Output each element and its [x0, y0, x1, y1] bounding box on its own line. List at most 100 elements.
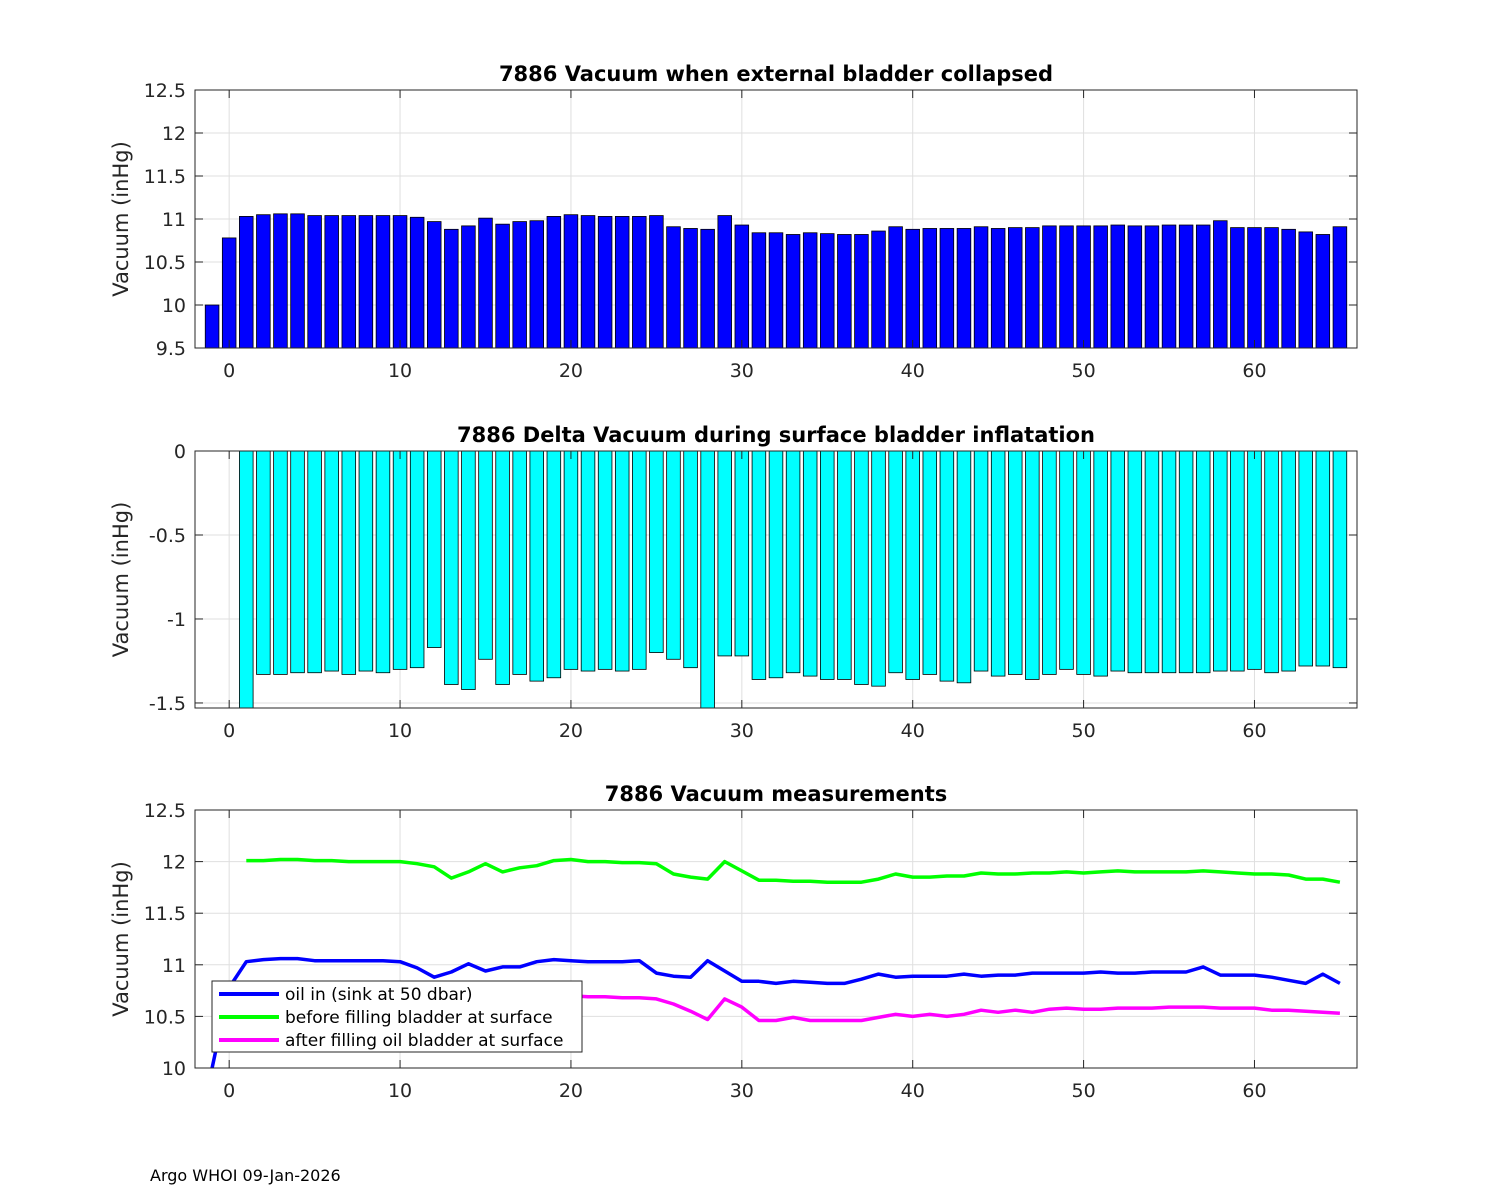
- bar: [273, 450, 288, 675]
- bar: [956, 228, 972, 349]
- x-tick-label: 60: [1242, 360, 1266, 382]
- x-tick-label: 30: [730, 1080, 754, 1102]
- x-tick-label: 30: [730, 720, 754, 742]
- x-tick-label: 60: [1242, 1080, 1266, 1102]
- y-tick-label: -0.5: [149, 525, 186, 547]
- panel-vacuum-measurements: 0 10 20 30 40 50 60 10 10.5 11 11.5 12 12.5 7886 Vacu…: [109, 782, 1358, 1102]
- bar: [854, 450, 869, 685]
- bar: [409, 450, 425, 669]
- bar: [837, 234, 852, 349]
- bar: [649, 450, 664, 653]
- bar: [939, 228, 955, 349]
- bar: [358, 215, 374, 349]
- bar: [871, 450, 886, 687]
- bar: [273, 213, 288, 349]
- bar: [802, 450, 818, 677]
- bar: [734, 450, 750, 657]
- bar: [256, 214, 271, 349]
- bar: [1247, 450, 1262, 670]
- bar: [426, 221, 442, 349]
- bar: [1195, 224, 1211, 349]
- bar: [820, 233, 835, 349]
- x-tick-label: 50: [1071, 360, 1095, 382]
- x-tick-label: 10: [388, 720, 412, 742]
- bar: [341, 215, 357, 349]
- bar: [837, 450, 852, 680]
- bar: [888, 450, 903, 674]
- bar: [888, 226, 903, 349]
- bar: [614, 450, 630, 672]
- bar: [324, 215, 339, 349]
- x-tick-label: 10: [388, 360, 412, 382]
- bar: [563, 450, 579, 670]
- bar: [1264, 227, 1279, 349]
- bar: [392, 450, 408, 670]
- bar: [1247, 227, 1262, 349]
- x-tick-label: 20: [559, 360, 583, 382]
- bar: [307, 215, 322, 349]
- bar: [426, 450, 442, 648]
- y-tick-label: 11: [162, 209, 186, 231]
- footer-credit: Argo WHOI 09-Jan-2026: [150, 1166, 341, 1185]
- bar: [717, 215, 732, 349]
- bar: [580, 450, 596, 672]
- bar: [512, 450, 527, 675]
- y-tick-label: -1: [167, 609, 186, 631]
- bar: [1025, 227, 1040, 349]
- bar: [854, 234, 869, 349]
- bar: [1093, 450, 1108, 677]
- axes-frame: [194, 450, 1358, 709]
- bar: [751, 450, 767, 680]
- x-tick-label: 60: [1242, 720, 1266, 742]
- bar: [751, 232, 767, 349]
- bar: [922, 450, 938, 675]
- bar: [683, 450, 698, 669]
- x-tick-label: 40: [901, 1080, 925, 1102]
- bar: [1127, 225, 1143, 349]
- bar: [1213, 220, 1228, 349]
- bar: [461, 225, 476, 349]
- bar: [1332, 226, 1348, 349]
- bar: [546, 450, 562, 679]
- bar: [666, 450, 681, 660]
- bar: [409, 216, 425, 349]
- bar: [1059, 450, 1074, 670]
- bar: [1298, 450, 1313, 667]
- bar: [1230, 227, 1245, 349]
- bar: [973, 226, 989, 349]
- bar: [239, 450, 254, 709]
- bar: [632, 450, 647, 670]
- bar: [1281, 450, 1296, 672]
- y-tick-label: 12: [162, 852, 186, 874]
- bar: [580, 215, 596, 349]
- bar: [871, 230, 886, 349]
- bar: [392, 215, 408, 349]
- bar: [597, 450, 613, 670]
- y-tick-label: 11.5: [144, 903, 186, 925]
- bar: [221, 237, 237, 349]
- bar: [1059, 225, 1074, 349]
- bar: [768, 450, 784, 679]
- y-tick-label: 11: [162, 955, 186, 977]
- bar: [922, 228, 938, 349]
- bar: [1008, 450, 1023, 675]
- bar: [461, 450, 476, 690]
- x-tick-label: 30: [730, 360, 754, 382]
- x-tick-label: 40: [901, 720, 925, 742]
- bar: [375, 215, 391, 349]
- bar: [529, 220, 544, 349]
- bar: [444, 450, 459, 685]
- x-tick-label: 40: [901, 360, 925, 382]
- bar: [632, 216, 647, 349]
- chart-title: 7886 Vacuum measurements: [605, 782, 948, 806]
- bar: [1178, 450, 1194, 674]
- y-tick-label: 10: [162, 295, 186, 317]
- bar: [307, 450, 322, 674]
- legend-label: before filling bladder at surface: [285, 1008, 553, 1028]
- legend-label: after filling oil bladder at surface: [285, 1031, 563, 1051]
- y-tick-label: 12.5: [144, 800, 186, 822]
- bar: [478, 217, 493, 349]
- bar: [341, 450, 357, 675]
- bar: [649, 215, 664, 349]
